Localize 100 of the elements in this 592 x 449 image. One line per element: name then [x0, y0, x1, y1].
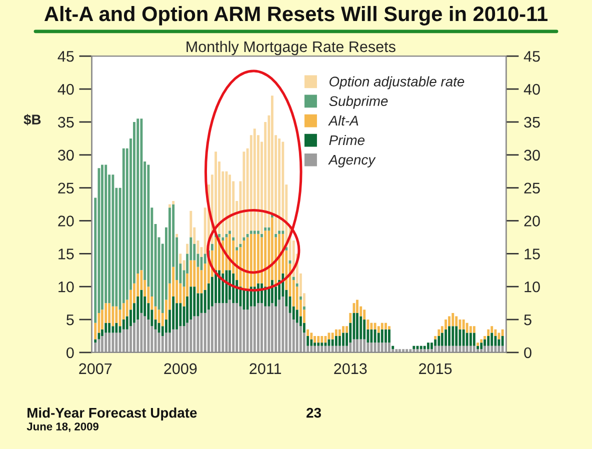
- bar: [253, 306, 256, 352]
- bar: [490, 346, 494, 352]
- bar: [168, 332, 171, 352]
- bar: [484, 336, 486, 340]
- bar: [250, 306, 252, 352]
- y2-tick-label: 45: [524, 51, 540, 62]
- y2-tick-label: 35: [524, 116, 540, 128]
- bar: [395, 349, 398, 352]
- bar: [314, 336, 316, 343]
- bar: [356, 300, 358, 313]
- y2-tick-label: 40: [524, 84, 540, 95]
- bar: [193, 286, 196, 316]
- bar: [363, 320, 366, 340]
- y2-tick-label: 10: [524, 281, 540, 292]
- bar: [430, 349, 433, 352]
- bar: [264, 230, 267, 287]
- bar: [360, 316, 362, 340]
- bar: [334, 336, 338, 346]
- bar: [306, 329, 310, 336]
- legend-label: Agency: [328, 154, 376, 168]
- y2-tick-label: 20: [524, 216, 540, 226]
- bar: [469, 346, 472, 352]
- bar: [406, 349, 408, 352]
- bar: [476, 349, 479, 352]
- y-tick-label: 0: [66, 347, 74, 358]
- bar: [498, 346, 500, 352]
- bar: [484, 339, 486, 346]
- bar: [210, 306, 214, 352]
- bar: [179, 303, 182, 326]
- bar: [487, 336, 490, 346]
- bar: [228, 230, 231, 234]
- bar: [444, 346, 447, 352]
- bar: [200, 256, 203, 270]
- bar: [236, 247, 238, 250]
- bar: [310, 339, 313, 346]
- bar: [469, 326, 472, 333]
- chart-title: Alt-A and Option ARM Resets Will Surge in 2010-11: [44, 6, 548, 26]
- bar: [164, 332, 168, 352]
- text: 23: [306, 408, 321, 418]
- bar: [317, 342, 320, 346]
- bar: [480, 342, 483, 350]
- bar: [480, 339, 483, 343]
- bar: [360, 339, 362, 352]
- y2-tick-label: 25: [524, 182, 540, 194]
- bar: [501, 346, 504, 352]
- bar: [363, 339, 366, 352]
- y2-tick-label: 0: [524, 347, 532, 358]
- legend-label: Alt-A: [328, 115, 358, 126]
- bar: [118, 332, 122, 352]
- y-tick-label: 10: [58, 281, 74, 292]
- bar: [186, 244, 188, 254]
- bar: [257, 234, 260, 284]
- bar: [112, 332, 114, 352]
- bar: [476, 342, 479, 346]
- bar: [246, 237, 249, 290]
- y2-tick-label: 15: [524, 248, 540, 260]
- x-tick-label: 2009: [164, 363, 197, 374]
- bar: [161, 336, 164, 352]
- bar: [430, 342, 433, 350]
- bar: [299, 296, 302, 300]
- bar: [349, 312, 352, 323]
- bar: [374, 342, 376, 352]
- bar: [384, 322, 387, 330]
- bar: [388, 329, 390, 343]
- bar: [472, 326, 476, 333]
- bar: [331, 332, 334, 340]
- x-tick-label: 2013: [334, 363, 367, 374]
- bar: [112, 326, 114, 333]
- bar: [250, 234, 252, 287]
- bar: [168, 204, 171, 208]
- legend-label: Subprime: [329, 96, 388, 109]
- bar: [380, 329, 384, 343]
- bar: [398, 349, 401, 352]
- y-tick-label: 30: [58, 150, 74, 161]
- bar: [448, 346, 450, 352]
- bar: [190, 286, 192, 320]
- bar: [296, 310, 298, 323]
- bar: [490, 332, 494, 346]
- bar: [115, 322, 118, 333]
- bar: [448, 326, 450, 346]
- bar: [268, 227, 270, 231]
- y-tick-label: 20: [58, 216, 74, 226]
- bar: [434, 346, 437, 352]
- bar: [101, 164, 104, 310]
- y-tick-label: 35: [58, 116, 74, 128]
- bar: [314, 346, 316, 352]
- bar: [239, 244, 242, 248]
- bar: [257, 230, 260, 234]
- bar: [200, 312, 203, 352]
- bar: [94, 339, 97, 343]
- bar: [374, 329, 376, 343]
- bar: [317, 336, 320, 343]
- bar: [246, 290, 249, 310]
- bar: [246, 234, 249, 238]
- bar: [268, 306, 270, 352]
- bar: [370, 342, 373, 352]
- bar: [299, 326, 302, 352]
- bar: [455, 346, 458, 352]
- y2-tick-label: 5: [524, 314, 532, 326]
- bar: [222, 303, 224, 352]
